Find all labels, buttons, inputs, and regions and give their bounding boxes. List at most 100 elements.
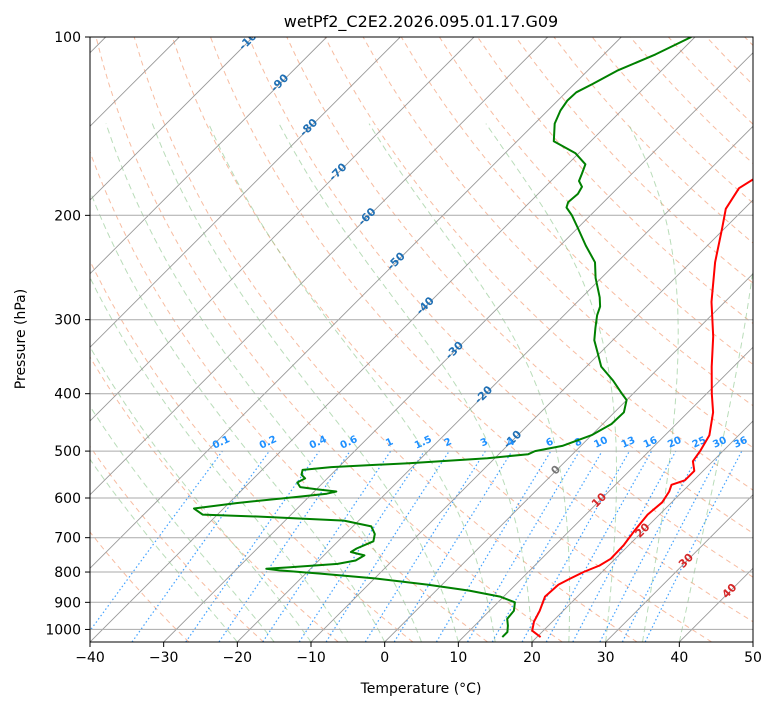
isotherm-line: [90, 37, 328, 275]
dry-adiabat-line: [668, 37, 753, 125]
isotherm-label: 10: [589, 490, 609, 510]
isotherm-line: [90, 37, 401, 348]
isotherm-label: -50: [385, 249, 408, 272]
isotherm-label: 30: [676, 550, 696, 570]
mixing-ratio-lines: [90, 450, 743, 642]
dry-adiabats: [90, 37, 753, 642]
mixing-ratio-line: [262, 450, 392, 642]
dry-adiabat-line: [248, 37, 753, 578]
dry-adiabat-line: [210, 37, 753, 623]
isotherm-line: [605, 494, 753, 642]
isotherm-label: -80: [297, 116, 320, 139]
y-tick-label: 1000: [45, 622, 81, 638]
moist-adiabat-line: [627, 123, 679, 642]
isotherm-line: [163, 52, 753, 642]
dry-adiabat-line: [90, 445, 264, 642]
isotherm-line: [236, 125, 753, 642]
plot-area: -100-90-80-70-60-50-40-30-20-10010203040…: [90, 24, 753, 642]
isotherm-label: 0: [548, 462, 563, 477]
mixing-ratio-label: 25: [691, 435, 708, 451]
mixing-ratio-label: 1: [384, 436, 395, 449]
y-tick-label: 100: [54, 30, 81, 46]
isotherm-line: [90, 37, 549, 496]
dry-adiabat-line: [706, 37, 753, 86]
x-tick-label: −10: [296, 650, 326, 666]
mixing-ratio-label: 13: [620, 435, 637, 451]
moist-adiabat-line: [105, 123, 422, 642]
isotherm-label: -30: [443, 338, 466, 361]
mixing-ratio-line: [466, 450, 580, 642]
x-tick-label: 0: [380, 650, 389, 666]
mixing-ratio-label: 2: [443, 436, 454, 449]
mixing-ratio-label: 3: [479, 436, 490, 449]
mixing-ratio-label: 36: [732, 435, 749, 451]
chart-title: wetPf2_C2E2.2026.095.01.17.G09: [284, 12, 558, 32]
moist-adiabat-line: [368, 123, 571, 642]
mixing-ratio-line: [393, 450, 513, 642]
mixing-ratio-line: [644, 450, 743, 642]
dry-adiabat-line: [90, 356, 339, 642]
x-tick-label: −40: [75, 650, 105, 666]
mixing-ratio-line: [298, 450, 425, 642]
isotherm-line: [531, 420, 753, 642]
moist-adiabat-line: [278, 123, 533, 642]
y-axis: 100 200 300 400 500 600 700 800 900 1000: [45, 30, 90, 638]
isotherm-line: [384, 273, 753, 642]
mixing-ratio-line: [185, 450, 320, 642]
mixing-ratio-line: [521, 450, 631, 642]
x-tick-label: −30: [149, 650, 179, 666]
y-tick-label: 200: [54, 208, 81, 224]
mixing-ratio-label: 20: [666, 435, 683, 451]
moist-adiabat-line: [90, 189, 386, 642]
isotherm-label: 40: [719, 581, 739, 601]
dry-adiabat-line: [90, 531, 190, 642]
dry-adiabat-line: [95, 37, 563, 642]
dry-adiabat-line: [133, 37, 638, 642]
mixing-ratio-line: [131, 450, 270, 642]
moist-adiabat-line: [90, 345, 312, 642]
dewpoint-profile: [193, 37, 692, 638]
isotherm-label: -90: [268, 71, 291, 94]
mixing-ratio-line: [90, 450, 223, 632]
mixing-ratio-line: [572, 450, 677, 642]
x-tick-label: 10: [449, 650, 467, 666]
mixing-ratio-label: 4: [505, 436, 516, 449]
mixing-ratio-label: 0.4: [308, 434, 329, 451]
isotherm-label: -100: [236, 24, 265, 53]
dry-adiabat-line: [591, 37, 753, 204]
y-tick-label: 800: [54, 565, 81, 581]
mixing-ratio-label: 0.1: [211, 434, 232, 451]
mixing-ratio-label: 10: [592, 435, 609, 451]
x-tick-label: 20: [523, 650, 541, 666]
isotherm-line: [90, 37, 475, 422]
mixing-ratio-label: 6: [544, 436, 555, 449]
moist-adiabat-line: [485, 123, 617, 642]
y-tick-label: 400: [54, 387, 81, 403]
y-tick-label: 600: [54, 491, 81, 507]
isotherms: [90, 37, 753, 642]
mixing-ratio-line: [435, 450, 552, 642]
plot-frame: [89, 36, 754, 643]
x-tick-label: −20: [223, 650, 253, 666]
y-tick-label: 700: [54, 531, 81, 547]
temperature-profile: [531, 178, 753, 638]
isotherm-line: [90, 37, 254, 201]
y-tick-label: 900: [54, 595, 81, 611]
mixing-ratio-label: 30: [711, 435, 728, 451]
moist-adiabat-line: [90, 405, 275, 642]
mixing-ratio-line: [545, 450, 653, 642]
moist-adiabats: [90, 123, 753, 642]
isotherm-line: [678, 567, 753, 642]
isotherm-line: [310, 199, 753, 642]
dry-adiabat-line: [438, 37, 753, 366]
isotherm-line: [752, 641, 753, 642]
profiles: [193, 37, 753, 638]
mixing-ratio-labels: 0.1 0.2 0.4 0.6 1 1.5 2 3 4 6 8 10 13 16 20 25 30 36: [211, 434, 749, 451]
x-axis: −40 −30 −20 −10 0 10 20 30 40 50: [75, 642, 762, 666]
isotherm-line: [90, 37, 622, 569]
isotherm-label: -60: [355, 205, 378, 228]
dry-adiabat-line: [553, 37, 753, 244]
moist-adiabat-line: [208, 123, 496, 642]
